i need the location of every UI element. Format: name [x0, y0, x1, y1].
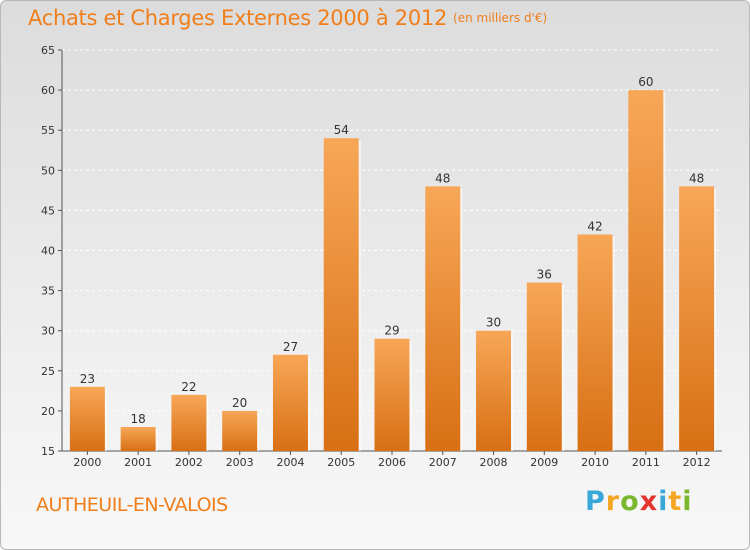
logo-letter: x: [639, 486, 659, 517]
logo-letter: o: [620, 486, 640, 517]
x-tick-label: 2004: [276, 456, 304, 469]
y-tick-label: 45: [41, 204, 55, 217]
logo-letter: P: [585, 486, 606, 517]
data-label: 42: [587, 219, 602, 233]
chart-title: Achats et Charges Externes 2000 à 2012 (e…: [28, 6, 547, 30]
proxiti-logo: Proxiti: [585, 486, 693, 517]
data-label: 20: [232, 396, 247, 410]
x-tick-label: 2002: [175, 456, 203, 469]
bar: [526, 282, 562, 451]
data-label: 48: [435, 171, 450, 185]
bar: [679, 186, 715, 451]
bar: [577, 234, 613, 451]
data-label: 36: [537, 268, 552, 282]
data-label: 54: [334, 123, 349, 137]
x-tick-label: 2005: [327, 456, 355, 469]
data-label: 48: [689, 171, 704, 185]
y-tick-label: 50: [41, 164, 55, 177]
logo-letter: t: [668, 486, 683, 517]
data-label: 23: [80, 372, 95, 386]
bar: [222, 410, 258, 451]
bar: [69, 386, 105, 451]
bar: [171, 394, 207, 451]
data-label: 22: [181, 380, 196, 394]
logo-letter: i: [682, 486, 693, 517]
y-tick-label: 20: [41, 405, 55, 418]
data-label: 27: [283, 340, 298, 354]
logo-letter: r: [605, 486, 621, 517]
x-tick-label: 2000: [73, 456, 101, 469]
x-tick-label: 2007: [429, 456, 457, 469]
bar: [628, 90, 664, 451]
x-tick-label: 2010: [581, 456, 609, 469]
x-tick-label: 2001: [124, 456, 152, 469]
x-tick-label: 2006: [378, 456, 406, 469]
data-label: 60: [638, 75, 653, 89]
data-label: 30: [486, 316, 501, 330]
chart-unit: (en milliers d'€): [453, 11, 548, 25]
place-name: AUTHEUIL-EN-VALOIS: [36, 494, 228, 516]
y-tick-label: 65: [41, 44, 55, 57]
chart-title-text: Achats et Charges Externes 2000 à 2012: [28, 6, 448, 30]
x-tick-label: 2008: [480, 456, 508, 469]
y-tick-label: 15: [41, 445, 55, 458]
x-tick-label: 2012: [683, 456, 711, 469]
y-tick-label: 30: [41, 325, 55, 338]
bar: [476, 330, 512, 451]
bar: [272, 354, 308, 451]
y-tick-label: 55: [41, 124, 55, 137]
bar: [374, 338, 410, 451]
logo-letter: i: [658, 486, 669, 517]
y-tick-label: 25: [41, 365, 55, 378]
x-tick-label: 2003: [226, 456, 254, 469]
data-label: 18: [131, 412, 146, 426]
bar: [120, 426, 156, 451]
y-tick-label: 40: [41, 245, 55, 258]
y-tick-label: 60: [41, 84, 55, 97]
x-tick-label: 2011: [632, 456, 660, 469]
x-tick-label: 2009: [530, 456, 558, 469]
y-tick-label: 35: [41, 285, 55, 298]
bar: [425, 186, 461, 451]
data-label: 29: [384, 324, 399, 338]
bar: [323, 138, 359, 451]
